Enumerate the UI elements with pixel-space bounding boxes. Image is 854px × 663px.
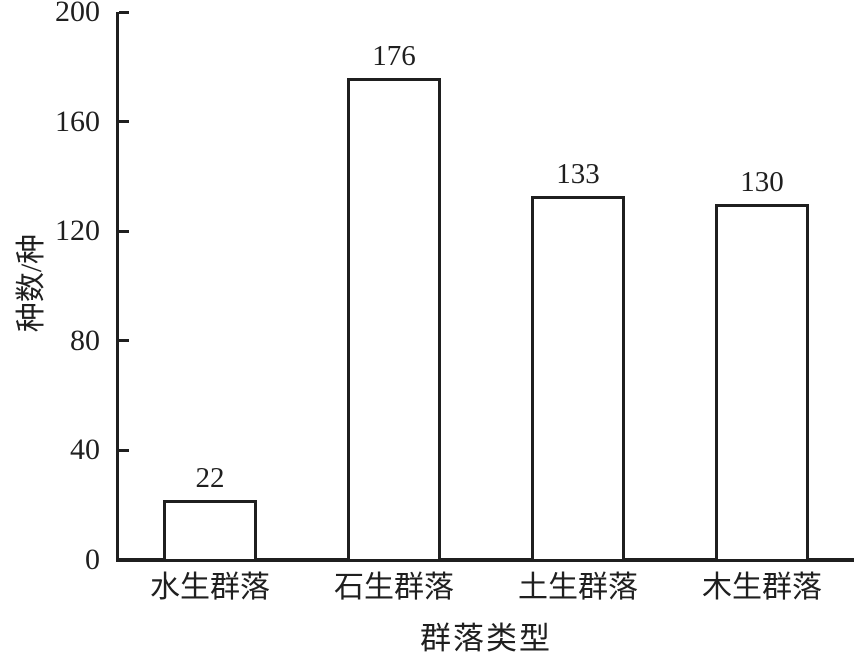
category-label: 木生群落	[702, 571, 822, 604]
y-tick-mark	[119, 229, 129, 233]
category-label: 土生群落	[518, 571, 638, 604]
bar-土生群落	[531, 195, 625, 562]
y-axis-title-text: 种数/种	[15, 233, 48, 333]
bar-石生群落	[347, 77, 441, 562]
y-axis-line	[116, 12, 119, 560]
y-tick-mark	[119, 339, 129, 343]
bar-水生群落	[163, 499, 257, 562]
y-tick-label: 80	[70, 323, 100, 357]
y-tick-mark	[119, 558, 129, 562]
bar-value-label: 133	[556, 157, 600, 190]
y-tick-mark	[119, 120, 129, 124]
y-tick-mark	[119, 10, 129, 14]
bar-value-label: 22	[195, 461, 225, 494]
bar-value-label: 130	[740, 165, 784, 198]
y-tick-label: 200	[55, 0, 100, 28]
x-axis-line	[116, 558, 854, 562]
bar-value-label: 176	[372, 39, 416, 72]
category-label: 水生群落	[150, 571, 270, 604]
y-tick-label: 0	[85, 543, 100, 576]
y-tick-label: 40	[70, 433, 100, 467]
y-tick-mark	[119, 448, 129, 452]
category-label: 石生群落	[334, 571, 454, 604]
bar-木生群落	[715, 203, 809, 562]
x-axis-title: 群落类型	[420, 621, 552, 656]
y-tick-label: 120	[55, 214, 100, 248]
y-tick-label: 160	[55, 104, 100, 138]
